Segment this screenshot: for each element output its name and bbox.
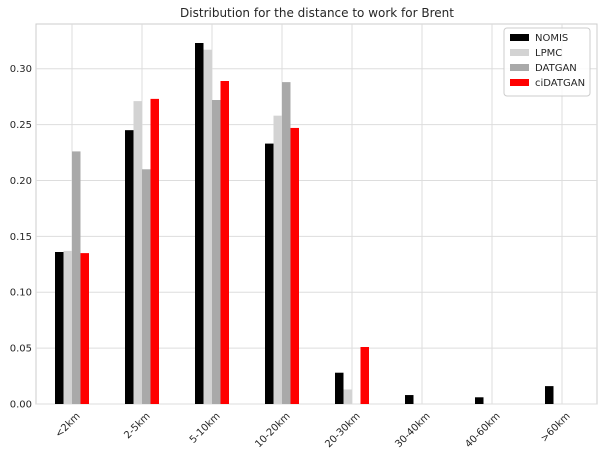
bar-cidatgan-2 xyxy=(220,81,229,404)
bar-datgan-2 xyxy=(212,100,221,404)
bar-cidatgan-3 xyxy=(290,127,299,405)
y-tick-label: 0.10 xyxy=(10,288,32,299)
bar-nomis-0 xyxy=(55,252,64,404)
chart-title: Distribution for the distance to work fo… xyxy=(180,6,454,20)
bar-nomis-7 xyxy=(545,386,554,404)
bar-datgan-1 xyxy=(142,169,151,404)
bar-datgan-3 xyxy=(282,82,291,404)
bar-nomis-3 xyxy=(265,143,274,404)
bar-cidatgan-1 xyxy=(150,98,159,404)
y-tick-label: 0.15 xyxy=(10,232,32,243)
legend-swatch-nomis xyxy=(510,34,529,41)
y-tick-label: 0.25 xyxy=(10,120,32,131)
y-tick-label: 0.20 xyxy=(10,176,32,187)
bar-lpmc-2 xyxy=(203,49,212,405)
bar-nomis-2 xyxy=(195,43,204,404)
y-tick-label: 0.00 xyxy=(10,400,32,411)
bar-nomis-4 xyxy=(335,372,344,404)
bar-lpmc-1 xyxy=(133,101,142,404)
y-tick-label: 0.30 xyxy=(10,64,32,75)
legend-label-cidatgan: ciDATGAN xyxy=(535,78,585,89)
y-tick-label: 0.05 xyxy=(10,344,32,355)
bar-cidatgan-0 xyxy=(80,253,89,404)
bar-cidatgan-4 xyxy=(360,347,369,404)
bar-datgan-0 xyxy=(72,151,81,404)
bar-lpmc-4 xyxy=(343,389,352,404)
bar-nomis-1 xyxy=(125,130,134,405)
legend-swatch-lpmc xyxy=(510,49,529,56)
bar-lpmc-0 xyxy=(63,250,72,404)
bar-nomis-5 xyxy=(405,395,414,404)
legend-label-nomis: NOMIS xyxy=(535,33,568,44)
bar-nomis-6 xyxy=(475,397,484,404)
legend-swatch-cidatgan xyxy=(510,79,529,86)
bars xyxy=(55,43,554,405)
legend: NOMIS LPMC DATGAN ciDATGAN xyxy=(503,27,591,97)
y-axis: 0.00 0.05 0.10 0.15 0.20 0.25 0.30 xyxy=(10,64,32,410)
legend-label-datgan: DATGAN xyxy=(535,63,577,74)
legend-label-lpmc: LPMC xyxy=(535,48,562,59)
legend-swatch-datgan xyxy=(510,64,529,71)
bar-lpmc-3 xyxy=(273,115,282,404)
